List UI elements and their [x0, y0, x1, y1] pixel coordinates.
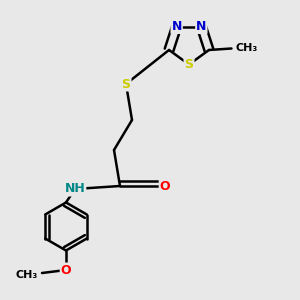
Text: N: N [172, 20, 182, 33]
Text: O: O [61, 263, 71, 277]
Text: O: O [160, 179, 170, 193]
Text: NH: NH [64, 182, 86, 196]
Text: CH₃: CH₃ [236, 44, 258, 53]
Text: S: S [122, 77, 130, 91]
Text: N: N [196, 20, 206, 33]
Text: S: S [184, 58, 194, 71]
Text: CH₃: CH₃ [15, 269, 38, 280]
